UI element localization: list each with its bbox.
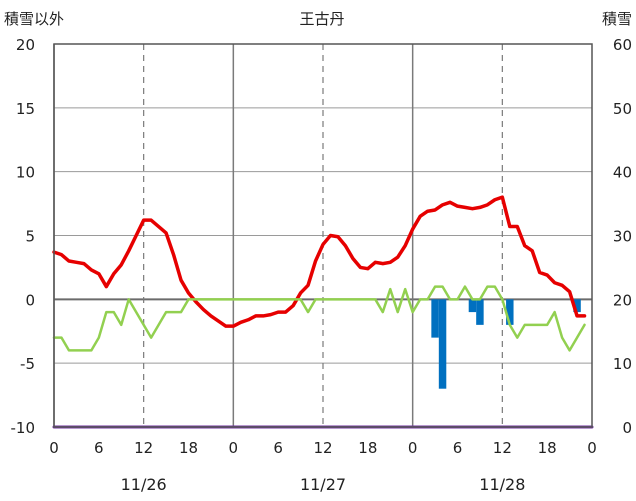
x-tick-label: 6 [453,439,463,457]
y-left-tick-label: 0 [25,291,35,309]
y-left-tick-label: 15 [16,100,35,118]
precip-bar [476,299,484,325]
date-label: 11/26 [121,475,167,494]
precip-bar [431,299,439,338]
precip-bar [506,299,514,325]
series-line-0 [52,195,587,328]
precip-bar [438,299,447,389]
y-left-tick-label: -5 [20,355,35,373]
y-right-tick-label: 50 [613,100,632,118]
x-tick-label: 18 [538,439,557,457]
chart-title: 王古丹 [299,10,344,28]
left-axis-title: 積雪以外 [4,10,64,28]
y-right-tick-label: 30 [613,228,632,246]
date-label: 11/27 [300,475,346,494]
x-tick-label: 18 [358,439,377,457]
x-tick-label: 18 [179,439,198,457]
y-right-tick-label: 60 [613,36,632,54]
x-tick-label: 0 [229,439,239,457]
x-tick-label: 12 [134,439,153,457]
series-line-1 [52,285,586,352]
x-tick-label: 0 [408,439,418,457]
y-left-tick-label: 10 [16,164,35,182]
right-axis-title: 積雪 [602,10,632,28]
x-tick-label: 12 [493,439,512,457]
y-left-tick-label: -10 [11,419,36,437]
plot-frame [53,43,593,428]
y-right-tick-label: 10 [613,355,632,373]
y-left-tick-label: 20 [16,36,35,54]
x-tick-label: 12 [313,439,332,457]
x-tick-label: 0 [49,439,59,457]
date-label: 11/28 [479,475,525,494]
precip-bar [468,299,477,313]
precip-bar [573,299,581,313]
y-right-tick-label: 0 [622,419,632,437]
y-right-tick-label: 20 [613,291,632,309]
x-tick-label: 0 [587,439,597,457]
x-tick-label: 6 [273,439,283,457]
y-left-tick-label: 5 [25,228,35,246]
x-tick-label: 6 [94,439,104,457]
axes [53,43,593,428]
y-right-tick-label: 40 [613,164,632,182]
precipitation-bars [431,299,581,389]
